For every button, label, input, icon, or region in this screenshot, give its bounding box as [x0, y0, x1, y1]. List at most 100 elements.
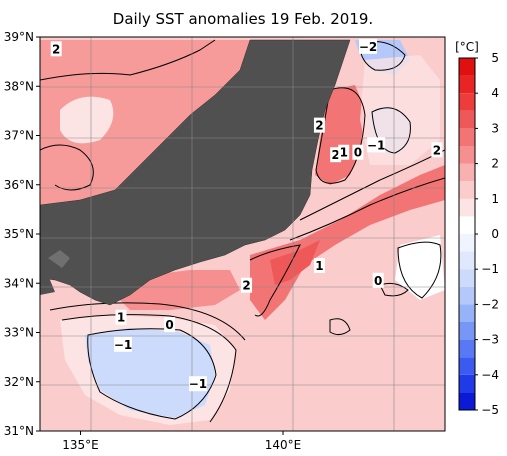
- colorbar-swatch: [459, 392, 475, 410]
- colorbar-label: −1: [481, 262, 499, 276]
- colorbar-swatch: [459, 128, 475, 146]
- contour-label: 2: [242, 279, 250, 293]
- land-islands: [48, 250, 70, 268]
- contour-label: 2: [52, 42, 60, 56]
- colorbar-swatch: [459, 58, 475, 76]
- anomaly-field-tohoku: [315, 85, 365, 185]
- colorbar-swatch: [459, 339, 475, 358]
- colorbar-swatch: [459, 75, 475, 94]
- y-tick-label: 37°N: [4, 129, 34, 143]
- colorbar-swatch: [459, 163, 475, 182]
- colorbar-swatch: [459, 286, 475, 305]
- colorbar-label: −2: [481, 297, 499, 311]
- y-tick-label: 38°N: [4, 79, 34, 93]
- contour-label-bg: [114, 336, 133, 352]
- contour-label-bg: [164, 317, 176, 333]
- colorbar-swatch: [459, 234, 475, 252]
- colorbar-swatch: [459, 216, 475, 234]
- chart-title: Daily SST anomalies 19 Feb. 2019.: [113, 10, 373, 28]
- y-tick-label: 34°N: [4, 276, 34, 290]
- contour-labels: 2 −222 1 0−1 212 010−1−1: [50, 38, 443, 392]
- contour-line: [61, 314, 237, 423]
- colorbar-swatch: [459, 304, 475, 322]
- contour-line: [40, 144, 94, 191]
- contour-label: 0: [374, 274, 382, 288]
- colorbar-swatch: [459, 269, 475, 287]
- colorbar-label: 2: [491, 157, 499, 171]
- contour-label-bg: [367, 137, 386, 153]
- anomaly-field-kuroshio: [250, 165, 445, 320]
- colorbar-label: 5: [491, 51, 499, 65]
- contour-label: −1: [114, 338, 132, 352]
- contour-label-bg: [115, 309, 127, 325]
- contour-label-bg: [313, 258, 325, 274]
- contour-label-bg: [338, 144, 350, 160]
- x-axis-ticks: 135°E 140°E: [62, 431, 301, 452]
- contour-line: [299, 149, 445, 221]
- colorbar-swatch: [459, 357, 475, 375]
- y-tick-label: 35°N: [4, 227, 34, 241]
- contour-label: 1: [315, 259, 323, 273]
- anomaly-field-japan-sea: [40, 40, 250, 205]
- y-axis-ticks: 39°N 38°N 37°N 36°N 35°N 34°N 33°N 32°N 31°N: [4, 30, 40, 438]
- contour-label-bg: [50, 41, 62, 57]
- contour-line: [397, 241, 442, 299]
- colorbar-swatch: [459, 322, 475, 340]
- anomaly-field-neutral-patch: [395, 235, 445, 300]
- contour-label: 2: [433, 143, 441, 157]
- land-korea-corner: [40, 270, 55, 295]
- contour-label: 0: [354, 146, 362, 160]
- contour-line: [40, 39, 216, 81]
- contour-line: [359, 41, 406, 71]
- anomaly-field-japan-sea-weak: [60, 96, 114, 144]
- x-tick-label: 140°E: [265, 438, 302, 452]
- contour-label: 0: [165, 318, 173, 332]
- colorbar-swatch: [459, 251, 475, 270]
- contour-label-bg: [241, 277, 253, 293]
- colorbar-label: 4: [491, 86, 499, 100]
- map-area: 2 −222 1 0−1 212 010−1−1: [40, 37, 445, 431]
- contour-label: 2: [331, 148, 339, 162]
- contour-line: [289, 177, 445, 241]
- land-japan: [40, 39, 351, 306]
- colorbar-label: 0: [491, 227, 499, 241]
- anomaly-field-kuroshio-core: [270, 240, 320, 285]
- contour-label: 1: [117, 311, 125, 325]
- colorbar-swatch: [459, 374, 475, 393]
- colorbar-swatch: [459, 198, 475, 217]
- y-tick-label: 31°N: [4, 424, 34, 438]
- contour-label: 1: [340, 146, 348, 160]
- contour-line: [329, 318, 351, 336]
- contour-line: [87, 328, 217, 420]
- colorbar-label: −4: [481, 368, 499, 382]
- contour-label-bg: [372, 272, 384, 288]
- contour-label-bg: [313, 117, 325, 133]
- colorbar-swatch: [459, 110, 475, 129]
- contour-label-bg: [352, 144, 364, 160]
- contour-label: −1: [367, 138, 385, 152]
- colorbar-swatch: [459, 93, 475, 111]
- colorbar-swatch: [459, 146, 475, 164]
- colorbar-label: −3: [481, 333, 499, 347]
- contour-label: −1: [189, 377, 207, 391]
- y-tick-label: 36°N: [4, 178, 34, 192]
- colorbar: [459, 58, 475, 410]
- colorbar-label: −5: [481, 403, 499, 417]
- contour-line: [249, 244, 301, 317]
- colorbar-unit: [°C]: [455, 40, 479, 54]
- contour-line: [379, 282, 409, 297]
- y-tick-label: 39°N: [4, 30, 34, 44]
- contour-label: 2: [315, 119, 323, 133]
- anomaly-fields: [40, 40, 445, 425]
- colorbar-swatch: [459, 181, 475, 199]
- colorbar-labels: 5 4 3 2 1 0 −1 −2 −3 −4 −5: [475, 51, 499, 417]
- colorbar-label: 3: [491, 121, 499, 135]
- contour-lines: [40, 39, 445, 423]
- contour-label-bg: [188, 376, 207, 392]
- x-tick-label: 135°E: [62, 438, 99, 452]
- contour-line: [315, 87, 366, 184]
- contour-label: −2: [359, 40, 377, 54]
- colorbar-label: 1: [491, 192, 499, 206]
- y-tick-label: 32°N: [4, 375, 34, 389]
- contour-label-bg: [431, 142, 443, 158]
